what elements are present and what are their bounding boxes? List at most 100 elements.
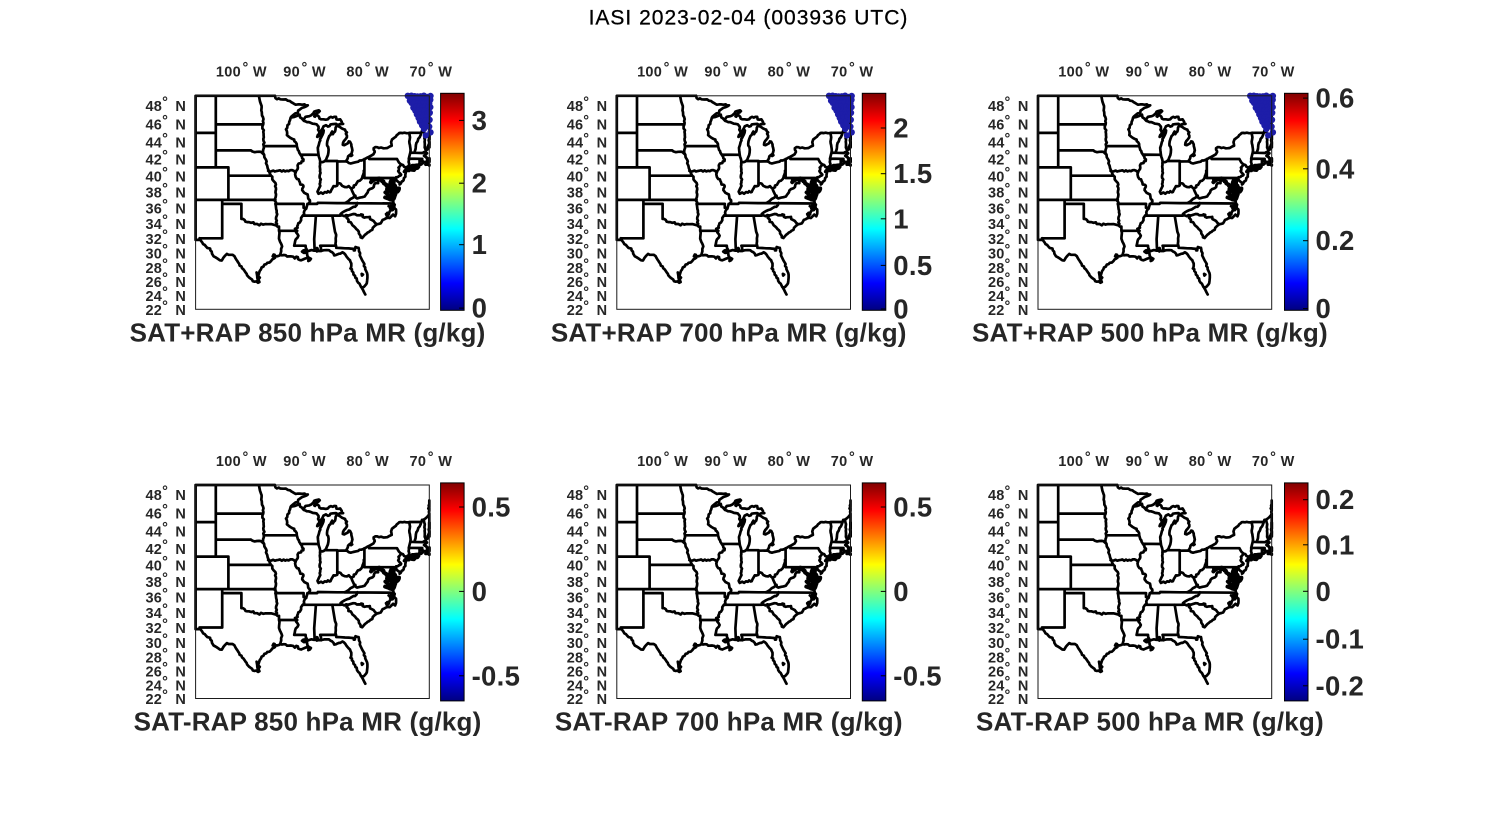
svg-text:1: 1 [472,229,488,260]
svg-text:32° N: 32° N [567,228,608,248]
svg-text:24° N: 24° N [988,674,1029,694]
svg-text:38° N: 38° N [146,182,187,202]
svg-text:32° N: 32° N [988,228,1029,248]
svg-text:34° N: 34° N [146,213,187,233]
svg-text:38° N: 38° N [567,182,608,202]
svg-text:90 ° W: 90 ° W [1126,61,1169,81]
svg-text:34° N: 34° N [988,602,1029,622]
svg-text:24° N: 24° N [146,674,187,694]
svg-text:44° N: 44° N [988,131,1029,151]
svg-text:70 ° W: 70 ° W [831,450,874,470]
svg-text:22° N: 22° N [988,688,1029,708]
svg-text:40° N: 40° N [567,555,608,575]
svg-text:42° N: 42° N [146,149,187,169]
svg-text:44° N: 44° N [567,521,608,541]
svg-text:42° N: 42° N [567,538,608,558]
svg-text:46° N: 46° N [146,503,187,523]
svg-text:48° N: 48° N [146,484,187,504]
svg-text:34° N: 34° N [146,602,187,622]
svg-text:1: 1 [893,203,909,234]
svg-text:80 ° W: 80 ° W [346,450,389,470]
svg-text:70 ° W: 70 ° W [1252,61,1295,81]
svg-text:SAT-RAP 850 hPa MR (g/kg): SAT-RAP 850 hPa MR (g/kg) [134,707,482,737]
svg-text:0.5: 0.5 [893,492,932,523]
svg-text:SAT-RAP 500 hPa MR (g/kg): SAT-RAP 500 hPa MR (g/kg) [976,707,1324,737]
svg-text:36° N: 36° N [567,197,608,217]
svg-text:44° N: 44° N [146,521,187,541]
svg-text:0.5: 0.5 [893,250,932,281]
svg-text:-0.5: -0.5 [893,660,942,691]
svg-text:38° N: 38° N [146,571,187,591]
svg-text:48° N: 48° N [988,484,1029,504]
svg-text:48° N: 48° N [567,484,608,504]
svg-text:26° N: 26° N [567,271,608,291]
svg-text:70 ° W: 70 ° W [410,61,453,81]
svg-text:26° N: 26° N [567,660,608,680]
svg-text:22° N: 22° N [988,299,1029,319]
svg-text:34° N: 34° N [988,213,1029,233]
svg-text:80 ° W: 80 ° W [346,61,389,81]
svg-text:30° N: 30° N [988,243,1029,263]
svg-text:36° N: 36° N [146,587,187,607]
svg-text:42° N: 42° N [988,538,1029,558]
svg-text:SAT-RAP 700 hPa MR (g/kg): SAT-RAP 700 hPa MR (g/kg) [555,707,903,737]
svg-text:70 ° W: 70 ° W [410,450,453,470]
svg-text:2: 2 [893,113,909,144]
svg-text:44° N: 44° N [988,521,1029,541]
svg-text:0: 0 [472,576,488,607]
svg-text:28° N: 28° N [146,257,187,277]
svg-text:SAT+RAP 850 hPa MR (g/kg): SAT+RAP 850 hPa MR (g/kg) [130,318,486,348]
svg-text:22° N: 22° N [567,299,608,319]
svg-text:70 ° W: 70 ° W [1252,450,1295,470]
svg-text:36° N: 36° N [146,197,187,217]
svg-text:0.4: 0.4 [1316,153,1356,184]
svg-text:36° N: 36° N [988,587,1029,607]
svg-text:-0.1: -0.1 [1316,624,1365,655]
svg-text:34° N: 34° N [567,213,608,233]
svg-text:0.2: 0.2 [1316,225,1355,256]
svg-text:100 ° W: 100 ° W [1058,61,1109,81]
svg-text:38° N: 38° N [988,571,1029,591]
svg-text:0.1: 0.1 [1316,529,1355,560]
svg-text:90 ° W: 90 ° W [704,450,747,470]
svg-text:100 ° W: 100 ° W [637,450,688,470]
svg-text:46° N: 46° N [988,503,1029,523]
svg-text:-0.2: -0.2 [1316,670,1365,701]
svg-text:26° N: 26° N [988,271,1029,291]
svg-text:100 ° W: 100 ° W [1058,450,1109,470]
svg-text:SAT+RAP 700 hPa MR (g/kg): SAT+RAP 700 hPa MR (g/kg) [551,318,907,348]
svg-text:0: 0 [1316,293,1332,324]
svg-text:38° N: 38° N [988,182,1029,202]
svg-text:28° N: 28° N [567,257,608,277]
svg-text:1.5: 1.5 [893,158,932,189]
svg-text:100 ° W: 100 ° W [637,61,688,81]
svg-text:48° N: 48° N [988,95,1029,115]
svg-text:80 ° W: 80 ° W [1189,450,1232,470]
svg-text:42° N: 42° N [146,538,187,558]
svg-text:40° N: 40° N [567,165,608,185]
svg-text:90 ° W: 90 ° W [283,450,326,470]
svg-text:100 ° W: 100 ° W [216,450,267,470]
svg-text:0.5: 0.5 [472,492,511,523]
svg-text:40° N: 40° N [988,165,1029,185]
svg-text:28° N: 28° N [988,646,1029,666]
svg-text:38° N: 38° N [567,571,608,591]
svg-text:34° N: 34° N [567,602,608,622]
svg-text:32° N: 32° N [567,617,608,637]
svg-text:100 ° W: 100 ° W [216,61,267,81]
svg-text:36° N: 36° N [567,587,608,607]
svg-text:28° N: 28° N [146,646,187,666]
svg-text:80 ° W: 80 ° W [1189,61,1232,81]
svg-text:24° N: 24° N [146,285,187,305]
svg-text:3: 3 [472,105,488,136]
svg-text:46° N: 46° N [988,113,1029,133]
svg-text:26° N: 26° N [146,660,187,680]
svg-text:32° N: 32° N [988,617,1029,637]
svg-text:48° N: 48° N [567,95,608,115]
svg-text:24° N: 24° N [567,285,608,305]
svg-text:40° N: 40° N [146,555,187,575]
svg-text:22° N: 22° N [146,299,187,319]
svg-text:SAT+RAP 500 hPa MR (g/kg): SAT+RAP 500 hPa MR (g/kg) [972,318,1328,348]
svg-text:-0.5: -0.5 [472,660,521,691]
svg-text:26° N: 26° N [146,271,187,291]
